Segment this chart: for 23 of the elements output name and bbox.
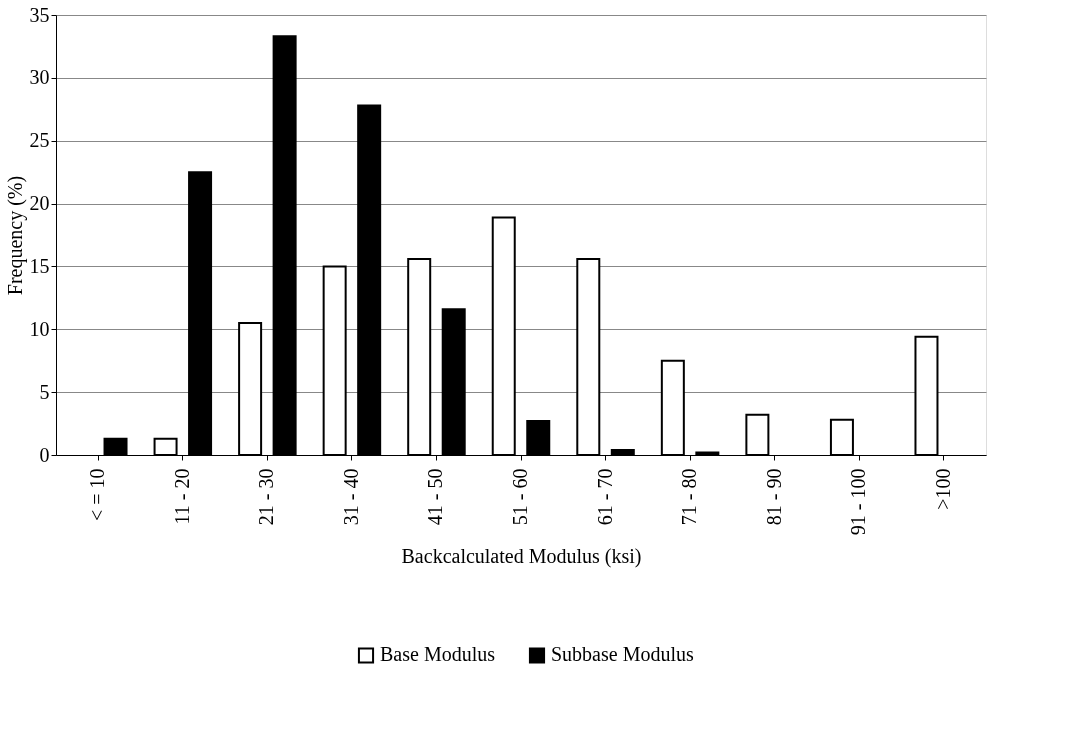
x-axis-title: Backcalculated Modulus (ksi) <box>401 545 642 569</box>
y-axis-title: Frequency (%) <box>3 175 27 296</box>
y-tick-label: 25 <box>29 129 50 152</box>
x-tick-label: < = 10 <box>86 468 109 522</box>
x-tick-label: 71 - 80 <box>678 468 701 526</box>
y-tick-label: 0 <box>39 443 50 466</box>
x-tick-label: >100 <box>931 468 954 510</box>
legend-label: Base Modulus <box>380 643 496 666</box>
x-tick-label: 21 - 30 <box>255 468 278 526</box>
y-tick-label: 30 <box>29 66 50 89</box>
y-tick-label: 15 <box>29 254 50 277</box>
x-tick-label: 91 - 100 <box>847 468 870 536</box>
x-tick-label: 31 - 40 <box>339 468 362 526</box>
y-tick-label: 20 <box>29 192 50 215</box>
y-tick-label: 5 <box>39 380 50 403</box>
legend-label: Subbase Modulus <box>551 643 694 666</box>
x-tick-label: 81 - 90 <box>762 468 785 526</box>
x-tick-label: 41 - 50 <box>424 468 447 526</box>
y-tick-label: 35 <box>29 3 50 26</box>
x-tick-label: 51 - 60 <box>509 468 531 526</box>
x-tick-label: 61 - 70 <box>593 468 616 526</box>
x-tick-label: 11 - 20 <box>170 468 193 525</box>
y-tick-label: 10 <box>29 317 50 340</box>
